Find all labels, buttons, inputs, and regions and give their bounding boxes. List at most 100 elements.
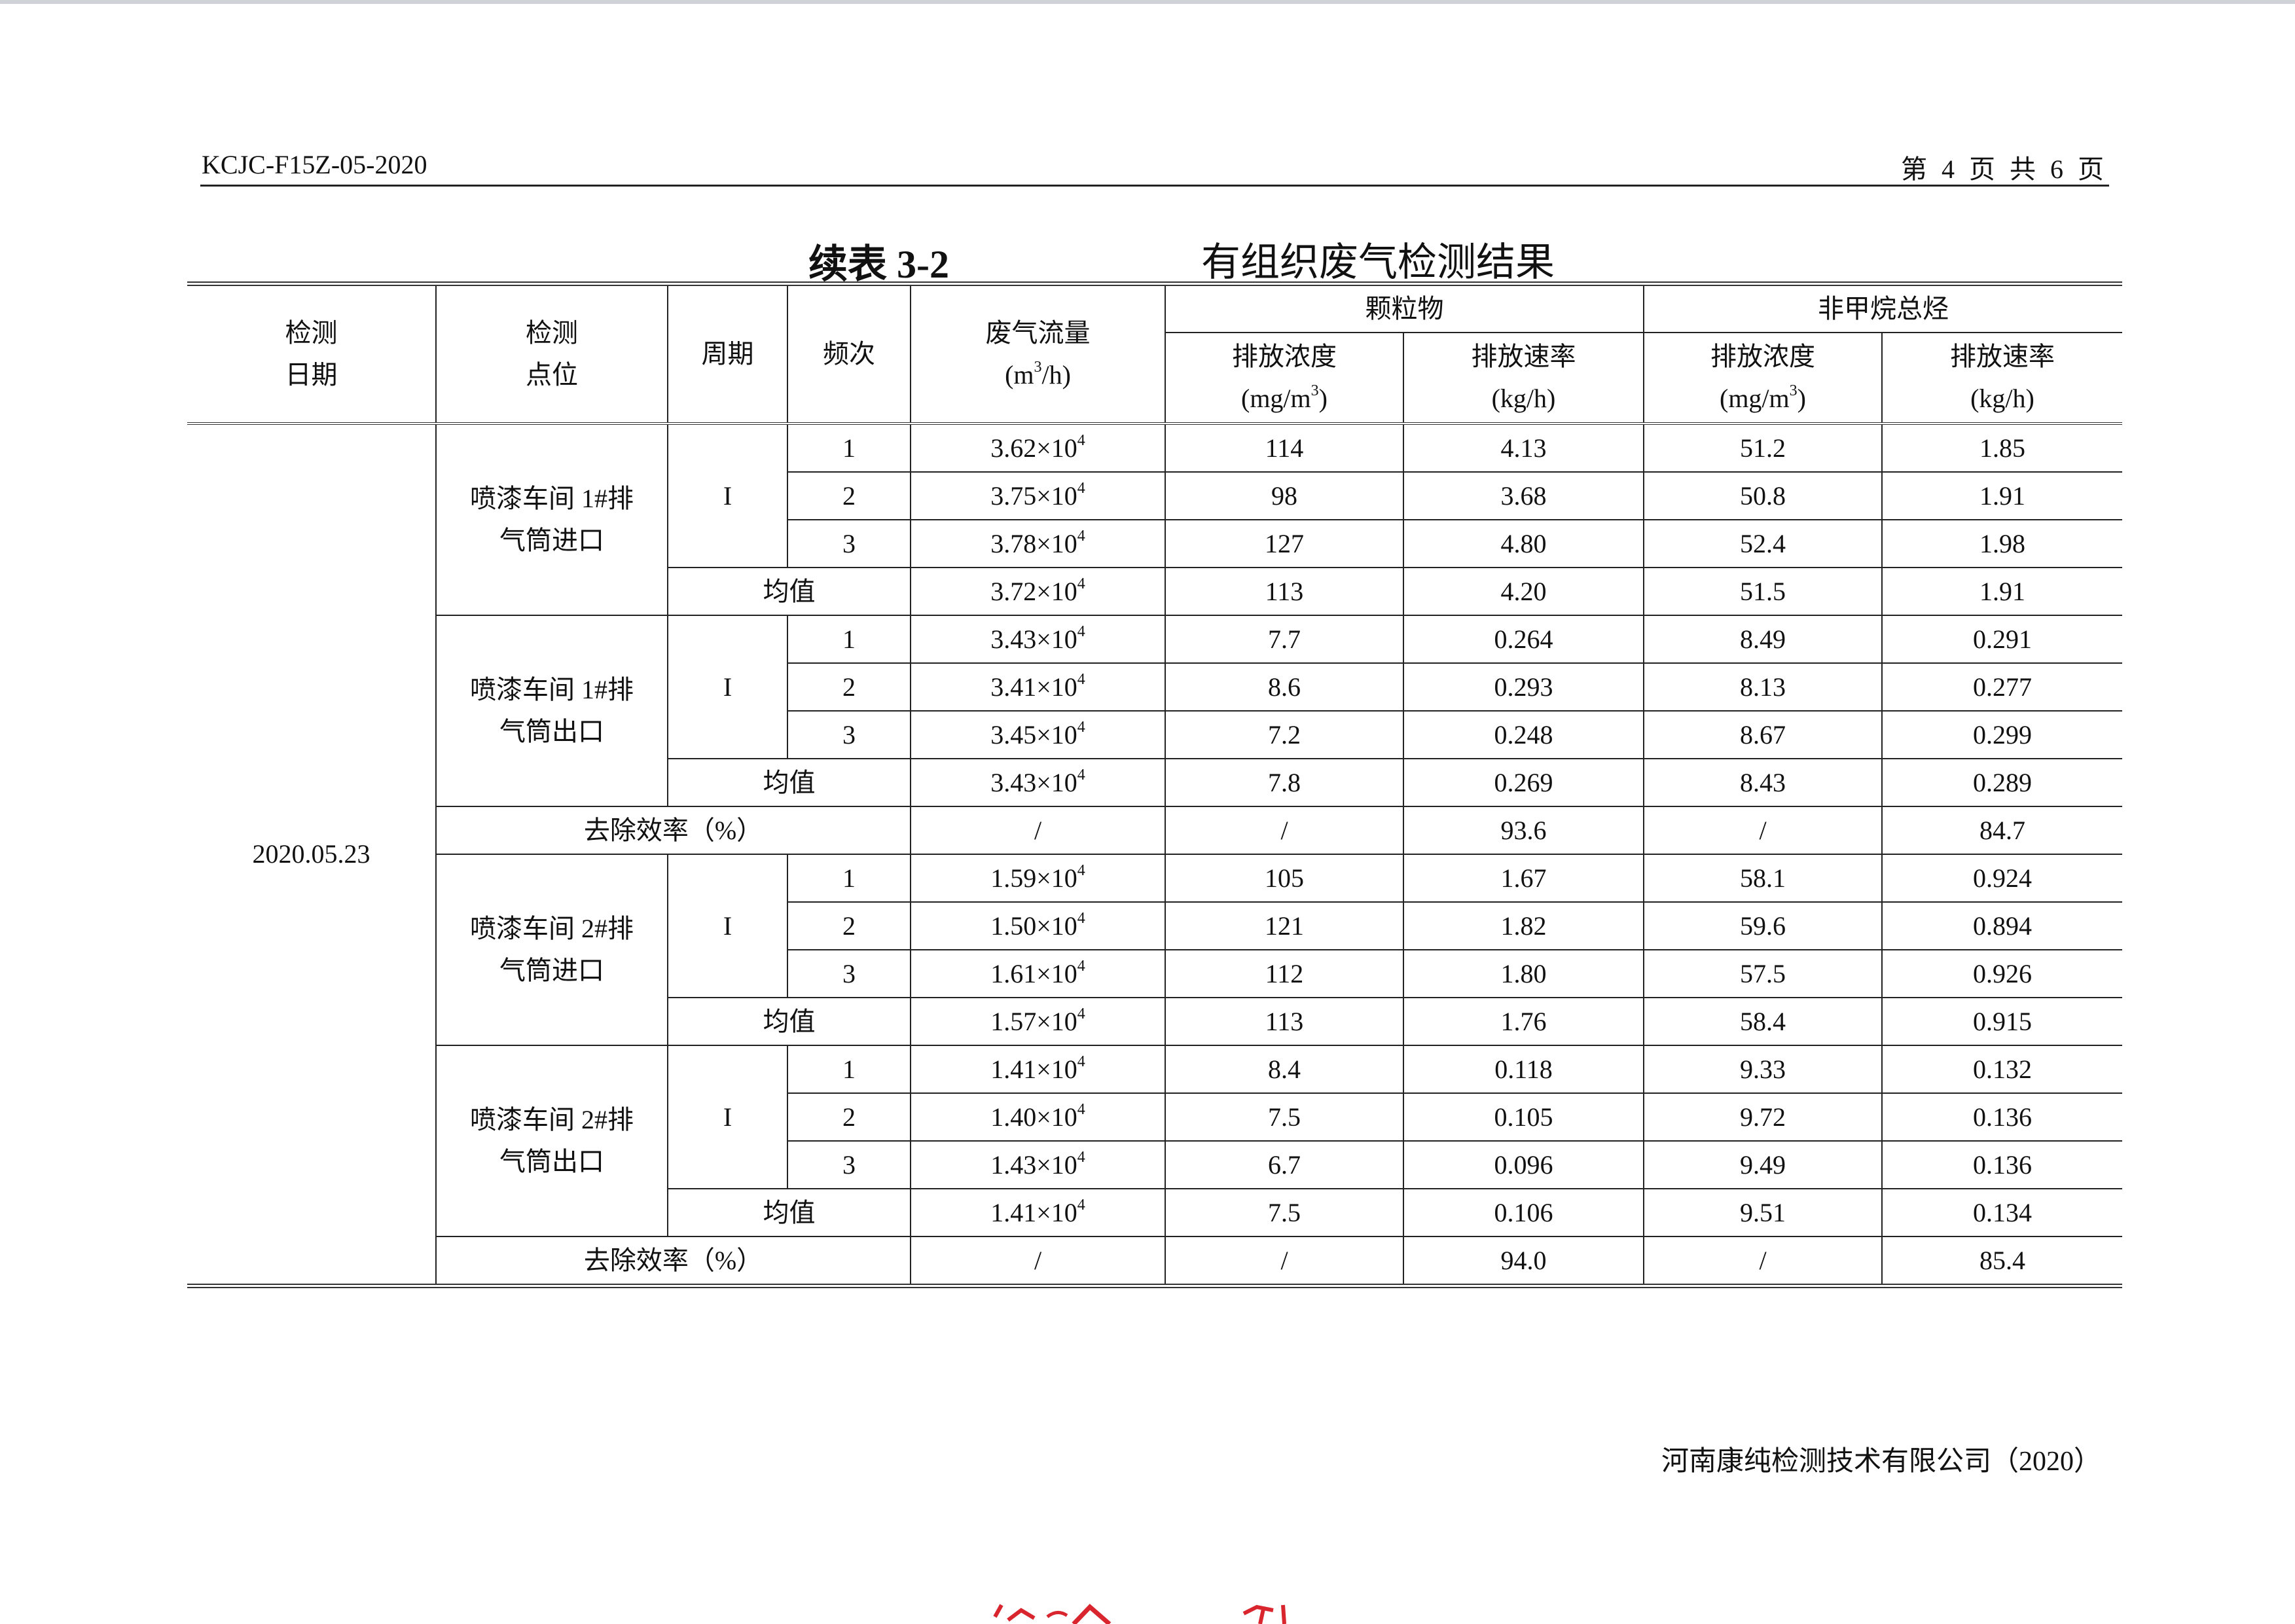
nmhc-concentration: 8.49: [1643, 615, 1883, 664]
nmhc-concentration: 51.2: [1643, 423, 1883, 473]
frequency-cell: 1: [787, 615, 911, 664]
document-code: KCJC-F15Z-05-2020: [202, 150, 427, 179]
nmhc-rate: 0.291: [1881, 615, 2122, 664]
flow-cell: 3.43×104: [910, 758, 1166, 807]
particulate-concentration: /: [1165, 1236, 1404, 1287]
nmhc-concentration: /: [1643, 1236, 1883, 1287]
nmhc-concentration: 9.33: [1643, 1045, 1883, 1094]
mean-label: 均值: [667, 567, 911, 616]
particulate-rate: 1.82: [1403, 901, 1644, 950]
table-row: 3 3.45×104 7.2 0.248 8.67 0.299: [187, 710, 2122, 759]
table-row: 喷漆车间 2#排 气筒出口 I 1 1.41×104 8.4 0.118 9.33 0.132: [187, 1045, 2122, 1237]
mean-row: 均值 1.57×104 113 1.76 58.4 0.915: [187, 997, 2122, 1046]
nmhc-concentration: 50.8: [1643, 471, 1883, 520]
flow-cell: 3.78×104: [910, 519, 1166, 568]
nmhc-rate: 0.277: [1881, 662, 2122, 712]
point-cell: 喷漆车间 2#排 气筒进口: [435, 854, 668, 1046]
particulate-rate: 4.20: [1403, 567, 1644, 616]
nmhc-rate: 1.91: [1881, 567, 2122, 616]
point-cell: 喷漆车间 2#排 气筒出口: [435, 1045, 668, 1237]
flow-cell: /: [910, 806, 1166, 855]
flow-cell: 1.41×104: [910, 1045, 1166, 1094]
table-row: 喷漆车间 1#排 气筒出口 I 1 3.43×104 7.7 0.264 8.49 0.291: [187, 615, 2122, 807]
results-table: 检测 日期 检测 点位 周期 频次 废气流量 (m3/h) 颗粒物 非甲烷总烃 排放浓…: [187, 281, 2122, 1288]
particulate-concentration: 6.7: [1165, 1140, 1404, 1189]
table-row: 2 3.75×104 98 3.68 50.8 1.91: [187, 471, 2122, 520]
nmhc-rate: 0.132: [1881, 1045, 2122, 1094]
nmhc-rate: 1.91: [1881, 471, 2122, 520]
table-row: 3 1.43×104 6.7 0.096 9.49 0.136: [187, 1140, 2122, 1189]
header-particulate-rate: 排放速率 (kg/h): [1403, 332, 1644, 424]
mean-label: 均值: [667, 1188, 911, 1237]
mean-row: 均值 3.72×104 113 4.20 51.5 1.91: [187, 567, 2122, 616]
particulate-concentration: 113: [1165, 997, 1404, 1046]
header-flow: 废气流量 (m3/h): [910, 283, 1166, 424]
nmhc-rate: 85.4: [1881, 1236, 2122, 1287]
particulate-rate: 94.0: [1403, 1236, 1644, 1287]
particulate-rate: 1.80: [1403, 949, 1644, 998]
nmhc-rate: 0.136: [1881, 1140, 2122, 1189]
removal-label: 去除效率（%）: [435, 1236, 911, 1287]
nmhc-rate: 0.926: [1881, 949, 2122, 998]
nmhc-rate: 1.98: [1881, 519, 2122, 568]
table-row: 喷漆车间 2#排 气筒进口 I 1 1.59×104 105 1.67 58.1 0.924: [187, 854, 2122, 1046]
particulate-rate: 0.269: [1403, 758, 1644, 807]
frequency-cell: 3: [787, 519, 911, 568]
flow-cell: 1.43×104: [910, 1140, 1166, 1189]
frequency-cell: 3: [787, 1140, 911, 1189]
removal-efficiency-row: 去除效率（%） //93.6/84.7: [187, 806, 2122, 855]
table-row: 2 1.50×104 121 1.82 59.6 0.894: [187, 901, 2122, 950]
nmhc-concentration: 8.13: [1643, 662, 1883, 712]
nmhc-concentration: 52.4: [1643, 519, 1883, 568]
particulate-rate: 0.096: [1403, 1140, 1644, 1189]
particulate-concentration: 112: [1165, 949, 1404, 998]
frequency-cell: 2: [787, 901, 911, 950]
particulate-concentration: 8.4: [1165, 1045, 1404, 1094]
particulate-rate: 1.76: [1403, 997, 1644, 1046]
particulate-rate: 93.6: [1403, 806, 1644, 855]
mean-row: 均值 3.43×104 7.8 0.269 8.43 0.289: [187, 758, 2122, 807]
table-row: 2020.05.23 喷漆车间 1#排 气筒进口 I 1 3.62×104 114 4.13 5…: [187, 423, 2122, 1287]
flow-cell: 1.61×104: [910, 949, 1166, 998]
table-row: 3 3.78×104 127 4.80 52.4 1.98: [187, 519, 2122, 568]
table-row: 3 1.61×104 112 1.80 57.5 0.926: [187, 949, 2122, 998]
nmhc-concentration: 59.6: [1643, 901, 1883, 950]
particulate-concentration: 8.6: [1165, 662, 1404, 712]
flow-cell: 3.41×104: [910, 662, 1166, 712]
nmhc-concentration: 58.4: [1643, 997, 1883, 1046]
point-cell: 喷漆车间 1#排 气筒出口: [435, 615, 668, 807]
header-nmhc: 非甲烷总烃: [1643, 283, 2122, 333]
flow-cell: 3.62×104: [910, 423, 1166, 473]
table-body: 2020.05.23 喷漆车间 1#排 气筒进口 I 1 3.62×104 114 4.13 5…: [187, 423, 2122, 1287]
cycle-cell: I: [667, 1045, 788, 1189]
header-nmhc-rate: 排放速率 (kg/h): [1881, 332, 2122, 424]
scan-edge: [0, 0, 2295, 4]
particulate-concentration: 7.2: [1165, 710, 1404, 759]
nmhc-rate: 0.136: [1881, 1092, 2122, 1142]
point-cell: 喷漆车间 1#排 气筒进口: [435, 423, 668, 616]
date-cell: 2020.05.23: [187, 423, 437, 1287]
nmhc-rate: 0.894: [1881, 901, 2122, 950]
header-cycle: 周期: [667, 283, 788, 424]
seal-fragment: [1072, 1604, 1111, 1624]
particulate-rate: 4.80: [1403, 519, 1644, 568]
table-row: 2 1.40×104 7.5 0.105 9.72 0.136: [187, 1092, 2122, 1142]
nmhc-concentration: 8.43: [1643, 758, 1883, 807]
frequency-cell: 3: [787, 710, 911, 759]
particulate-rate: 4.13: [1403, 423, 1644, 473]
header-frequency: 频次: [787, 283, 911, 424]
flow-cell: 3.43×104: [910, 615, 1166, 664]
header-point: 检测 点位: [435, 283, 668, 424]
flow-cell: 1.41×104: [910, 1188, 1166, 1237]
header-particulate-conc: 排放浓度 (mg/m3): [1165, 332, 1404, 424]
particulate-rate: 3.68: [1403, 471, 1644, 520]
removal-efficiency-row: 去除效率（%） //94.0/85.4: [187, 1236, 2122, 1287]
particulate-concentration: 121: [1165, 901, 1404, 950]
red-seal-stamp: [993, 1604, 1286, 1624]
mean-row: 均值 1.41×104 7.5 0.106 9.51 0.134: [187, 1188, 2122, 1237]
nmhc-concentration: 9.51: [1643, 1188, 1883, 1237]
particulate-concentration: 105: [1165, 854, 1404, 903]
table-row: 2 3.41×104 8.6 0.293 8.13 0.277: [187, 662, 2122, 712]
cycle-cell: I: [667, 854, 788, 998]
frequency-cell: 1: [787, 1045, 911, 1094]
